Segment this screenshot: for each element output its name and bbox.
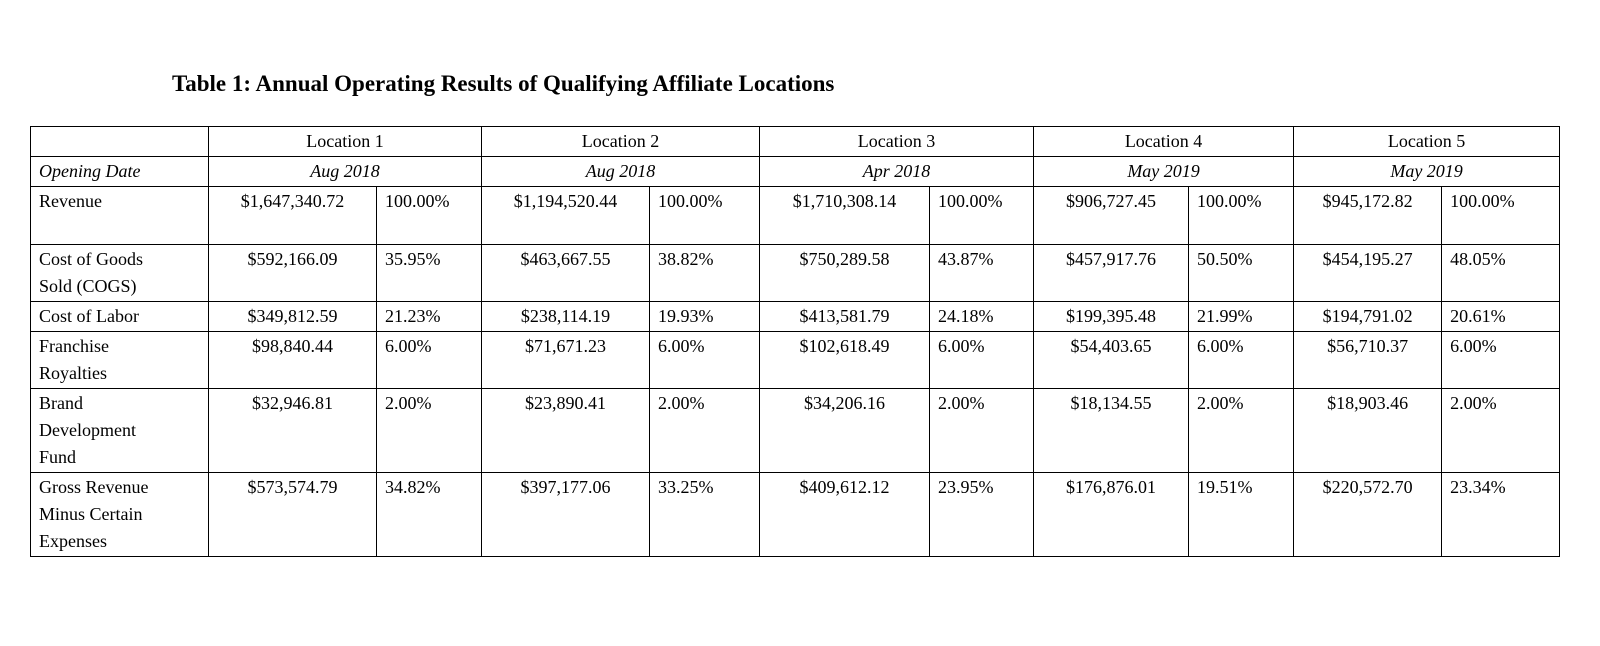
table-row-revenue: Revenue $1,647,340.72 100.00% $1,194,520…	[30, 186, 1561, 245]
opening-date: Aug 2018	[481, 156, 761, 187]
table-cell: $238,114.19	[481, 301, 651, 332]
row-label: Franchise Royalties	[30, 331, 209, 389]
table-cell: 50.50%	[1188, 244, 1295, 302]
table-cell: $906,727.45	[1033, 186, 1190, 245]
opening-date: May 2019	[1033, 156, 1295, 187]
table-row-labor: Cost of Labor $349,812.59 21.23% $238,11…	[30, 301, 1561, 332]
location-header: Location 2	[481, 126, 761, 157]
table-cell: 2.00%	[929, 388, 1035, 473]
table-cell: 100.00%	[1441, 186, 1561, 245]
table-cell: 23.34%	[1441, 472, 1561, 557]
table-cell: $409,612.12	[759, 472, 931, 557]
table-cell: $18,903.46	[1293, 388, 1443, 473]
table-cell: 48.05%	[1441, 244, 1561, 302]
table-cell: $457,917.76	[1033, 244, 1190, 302]
table-cell: 35.95%	[375, 244, 483, 302]
table-cell: $750,289.58	[759, 244, 931, 302]
location-header: Location 3	[759, 126, 1035, 157]
table-cell: $220,572.70	[1293, 472, 1443, 557]
table-cell: 19.93%	[649, 301, 761, 332]
table-cell: 100.00%	[375, 186, 483, 245]
table-cell: $397,177.06	[481, 472, 651, 557]
table-cell: $102,618.49	[759, 331, 931, 389]
table-cell: 23.95%	[929, 472, 1035, 557]
table-cell: $1,194,520.44	[481, 186, 651, 245]
table-cell: 2.00%	[375, 388, 483, 473]
table-cell: 21.23%	[375, 301, 483, 332]
table-cell: 2.00%	[1188, 388, 1295, 473]
table-row-brand-fund: Brand Development Fund $32,946.81 2.00% …	[30, 388, 1561, 473]
table-title: Table 1: Annual Operating Results of Qua…	[172, 71, 835, 96]
table-cell: 21.99%	[1188, 301, 1295, 332]
table-cell: 6.00%	[1188, 331, 1295, 389]
table-cell: 38.82%	[649, 244, 761, 302]
table-cell: $1,710,308.14	[759, 186, 931, 245]
table-cell: $98,840.44	[208, 331, 377, 389]
table-cell: $413,581.79	[759, 301, 931, 332]
table-cell: $1,647,340.72	[208, 186, 377, 245]
table-cell: 2.00%	[1441, 388, 1561, 473]
table-cell: 34.82%	[375, 472, 483, 557]
table-cell: $199,395.48	[1033, 301, 1190, 332]
table-cell: 2.00%	[649, 388, 761, 473]
operating-results-table: Location 1 Location 2 Location 3 Locatio…	[30, 126, 1561, 557]
location-header: Location 1	[207, 126, 483, 157]
row-label: Gross Revenue Minus Certain Expenses	[30, 472, 209, 557]
table-cell: $454,195.27	[1293, 244, 1443, 302]
opening-date: May 2019	[1293, 156, 1561, 187]
table-cell: $54,403.65	[1033, 331, 1190, 389]
table-row-cogs: Cost of Goods Sold (COGS) $592,166.09 35…	[30, 244, 1561, 302]
location-header: Location 5	[1293, 126, 1561, 157]
row-label: Cost of Labor	[30, 301, 209, 332]
opening-date: Apr 2018	[759, 156, 1035, 187]
table-cell: $573,574.79	[208, 472, 377, 557]
table-cell: $32,946.81	[208, 388, 377, 473]
table-cell: 43.87%	[929, 244, 1035, 302]
table-cell: 100.00%	[649, 186, 761, 245]
table-cell: $463,667.55	[481, 244, 651, 302]
table-cell: 19.51%	[1188, 472, 1295, 557]
table-cell: 20.61%	[1441, 301, 1561, 332]
opening-date: Aug 2018	[207, 156, 483, 187]
table-row-royalties: Franchise Royalties $98,840.44 6.00% $71…	[30, 331, 1561, 389]
table-cell: 6.00%	[1441, 331, 1561, 389]
table-cell: 6.00%	[375, 331, 483, 389]
row-label: Revenue	[30, 186, 209, 245]
table-cell: $176,876.01	[1033, 472, 1190, 557]
table-cell: 100.00%	[929, 186, 1035, 245]
location-header: Location 4	[1033, 126, 1295, 157]
table-cell: $592,166.09	[208, 244, 377, 302]
table-cell: $194,791.02	[1293, 301, 1443, 332]
table-cell: 24.18%	[929, 301, 1035, 332]
table-cell: $945,172.82	[1293, 186, 1443, 245]
location-header-row: Location 1 Location 2 Location 3 Locatio…	[30, 126, 1561, 157]
corner-cell	[30, 126, 209, 157]
table-cell: 100.00%	[1188, 186, 1295, 245]
table-cell: $71,671.23	[481, 331, 651, 389]
table-cell: 6.00%	[929, 331, 1035, 389]
table-cell: 6.00%	[649, 331, 761, 389]
table-cell: $349,812.59	[208, 301, 377, 332]
opening-date-label: Opening Date	[30, 156, 209, 187]
opening-date-row: Opening Date Aug 2018 Aug 2018 Apr 2018 …	[30, 156, 1561, 187]
document-page: Table 1: Annual Operating Results of Qua…	[0, 70, 1600, 646]
table-cell: $56,710.37	[1293, 331, 1443, 389]
row-label: Brand Development Fund	[30, 388, 209, 473]
row-label: Cost of Goods Sold (COGS)	[30, 244, 209, 302]
table-row-gross-revenue: Gross Revenue Minus Certain Expenses $57…	[30, 472, 1561, 557]
table-cell: $23,890.41	[481, 388, 651, 473]
table-cell: $18,134.55	[1033, 388, 1190, 473]
table-cell: $34,206.16	[759, 388, 931, 473]
table-cell: 33.25%	[649, 472, 761, 557]
